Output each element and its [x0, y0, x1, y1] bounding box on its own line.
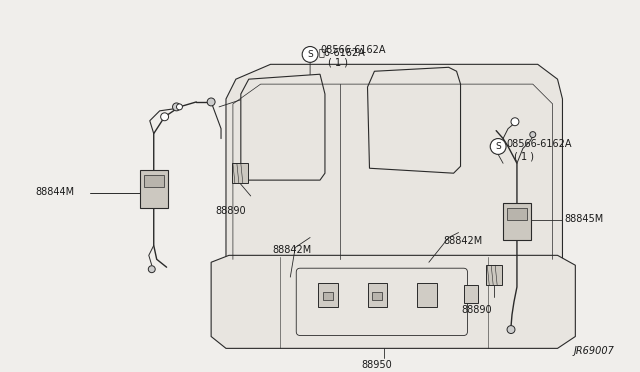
Polygon shape	[211, 255, 575, 348]
Bar	[323, 292, 333, 300]
Text: S: S	[495, 142, 501, 151]
Text: JR69007: JR69007	[574, 346, 615, 356]
Bar	[140, 170, 168, 208]
FancyBboxPatch shape	[296, 268, 467, 336]
Circle shape	[177, 104, 182, 110]
Circle shape	[511, 118, 519, 126]
Text: 88890: 88890	[216, 206, 246, 216]
Text: 88842M: 88842M	[273, 246, 312, 256]
Text: 88842M: 88842M	[444, 235, 483, 246]
Polygon shape	[241, 74, 325, 180]
Text: S: S	[307, 50, 313, 59]
Circle shape	[507, 326, 515, 334]
Text: ( 1 ): ( 1 )	[514, 151, 534, 161]
Text: ( 1 ): ( 1 )	[328, 57, 348, 67]
Circle shape	[207, 98, 215, 106]
Bar	[417, 283, 436, 307]
Circle shape	[173, 103, 180, 111]
Polygon shape	[367, 67, 461, 173]
Polygon shape	[226, 64, 563, 277]
Bar	[503, 203, 531, 240]
Bar	[486, 265, 502, 285]
Bar	[465, 285, 478, 303]
Text: 88890: 88890	[461, 305, 492, 315]
Bar	[372, 292, 382, 300]
Bar	[232, 163, 248, 183]
Circle shape	[148, 266, 156, 273]
Circle shape	[302, 46, 318, 62]
Text: ࡖ6-6162A: ࡖ6-6162A	[318, 48, 365, 58]
Text: 88844M: 88844M	[35, 187, 74, 197]
Text: 88950: 88950	[362, 360, 392, 370]
Bar	[144, 175, 164, 187]
Circle shape	[161, 113, 168, 121]
Bar	[318, 283, 338, 307]
Bar	[507, 208, 527, 220]
Text: 88845M: 88845M	[564, 214, 604, 224]
Text: 08566-6162A: 08566-6162A	[320, 45, 385, 55]
Bar	[367, 283, 387, 307]
Text: 08566-6162A: 08566-6162A	[506, 138, 572, 148]
Circle shape	[530, 132, 536, 138]
Circle shape	[490, 138, 506, 154]
